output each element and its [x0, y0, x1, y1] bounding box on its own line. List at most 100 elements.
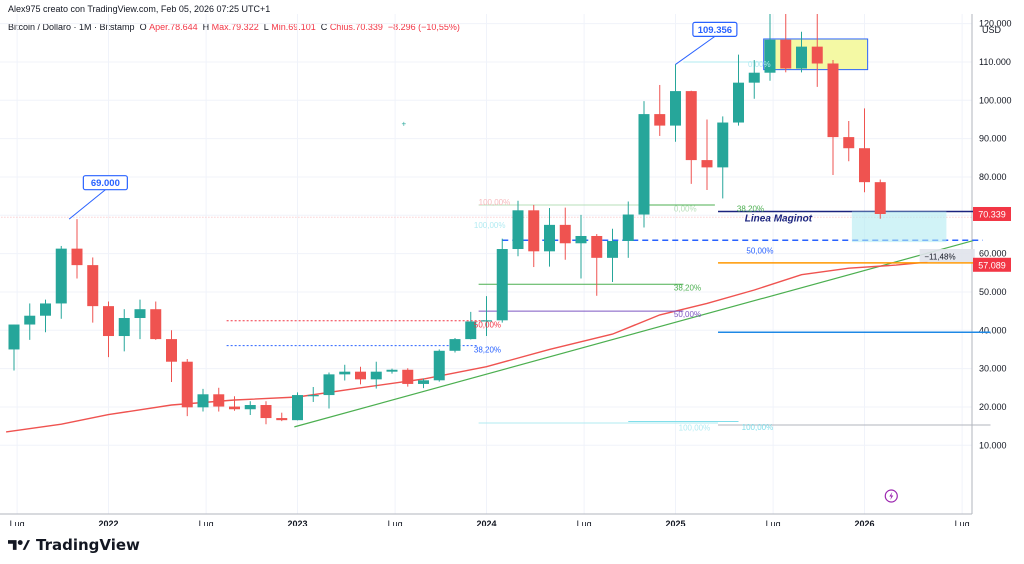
candle-body: [607, 240, 618, 258]
candle-body: [685, 91, 697, 161]
y-tick-label: 100.000: [979, 95, 1012, 105]
fib-label: 100,00%: [679, 423, 711, 432]
candle-body: [638, 114, 650, 215]
candle-body: [150, 309, 162, 340]
candle-body: [717, 122, 729, 168]
fib-label: 50,00%: [746, 247, 773, 256]
candle-body: [418, 380, 429, 384]
fib-label: 100,00%: [742, 423, 774, 432]
candle-body: [307, 395, 319, 397]
drop-percent-label: −11,48%: [924, 252, 955, 261]
candle-body: [701, 160, 713, 168]
y-tick-label: 50.000: [979, 287, 1007, 297]
fib-label: 0,00%: [674, 204, 697, 213]
candle-body: [575, 235, 587, 244]
candle-body: [433, 350, 445, 381]
trendline: [294, 239, 975, 428]
candle-body: [859, 148, 870, 183]
candle-body: [71, 248, 83, 266]
candle-body: [166, 339, 177, 362]
callout-label: 109.356: [698, 25, 732, 36]
maginot-label: Linea Maginot: [745, 213, 813, 224]
candle-body: [670, 91, 681, 126]
fib-label: 100,00%: [474, 221, 506, 230]
candle-body: [181, 361, 193, 408]
candle-body: [55, 248, 67, 304]
symbol-name[interactable]: Bitcoin / Dollaro · 1M · Bitstamp: [8, 22, 135, 32]
candle-body: [622, 214, 634, 241]
fib-label: 38,20%: [474, 345, 501, 354]
candle-body: [827, 63, 839, 138]
candle-body: [402, 369, 414, 384]
x-tick-label: 2023: [287, 519, 307, 526]
candle-body: [370, 371, 382, 380]
current-price-tag-bg: [973, 206, 1011, 221]
candle-body: [386, 369, 398, 372]
x-tick-label: 2024: [476, 519, 496, 526]
open-value: Aper.78.644: [149, 22, 198, 32]
fib-label: 0,00%: [748, 60, 771, 69]
drop-measure-box: [919, 249, 975, 263]
candle-body: [8, 324, 20, 350]
y-tick-label: 20.000: [979, 402, 1007, 412]
x-tick-label: Lug: [577, 519, 592, 526]
moving-average-line: [6, 261, 928, 433]
y-tick-label: 10.000: [979, 440, 1007, 450]
candle-body: [197, 394, 209, 408]
candle-body: [213, 394, 225, 407]
x-tick-label: 2025: [665, 519, 685, 526]
callout-pointer: [68, 189, 106, 220]
low-label: L: [263, 22, 269, 32]
tradingview-logo-icon: [8, 540, 30, 550]
low-value: Min.69.101: [271, 22, 316, 32]
candle-body: [40, 303, 51, 316]
candle-body: [764, 39, 776, 73]
y-tick-label: 110.000: [979, 57, 1011, 67]
y-tick-label: 60.000: [979, 249, 1007, 259]
candle-body: [811, 46, 823, 64]
lightning-icon: [884, 489, 898, 503]
candle-body: [528, 210, 540, 252]
candle-body: [559, 224, 571, 244]
y-tick-label: 30.000: [979, 364, 1007, 374]
candle-body: [654, 114, 666, 126]
candle-body: [796, 46, 807, 69]
x-tick-label: Lug: [199, 519, 214, 526]
x-tick-label: Lug: [388, 519, 403, 526]
candle-body: [229, 406, 240, 410]
fib-label: 38,20%: [674, 284, 701, 293]
candle-body: [496, 249, 508, 321]
chart-attribution: Alex975 creato con TradingView.com, Feb …: [8, 4, 271, 14]
high-value: Max.79.322: [211, 22, 259, 32]
fib-label: 50,00%: [674, 310, 701, 319]
candle-body: [323, 374, 335, 396]
candle-body: [780, 39, 792, 69]
candle-body: [87, 265, 99, 307]
candle-body: [843, 137, 855, 149]
candle-body: [733, 82, 744, 123]
close-label: C: [320, 22, 328, 32]
support-price-tag: 57.089: [978, 260, 1006, 270]
fib-label: 38,20%: [737, 204, 764, 213]
lightning-bolt: [889, 492, 894, 500]
candle-body: [874, 182, 886, 214]
x-tick-label: 2026: [854, 519, 874, 526]
y-axis-unit-label: USD: [982, 25, 1002, 35]
callout-box: [82, 175, 128, 191]
callout-label: 69.000: [91, 178, 120, 189]
candle-body: [748, 72, 760, 83]
tiny-marker: +: [401, 119, 406, 128]
tradingview-footer: TradingView: [8, 536, 140, 554]
price-chart[interactable]: USD 10.000 20.000 30.000 40.000 50.000 60.000 7…: [0, 14, 1024, 526]
candle-body: [465, 321, 477, 340]
callout-pointer: [675, 35, 716, 65]
x-tick-label: 2022: [98, 519, 118, 526]
candle-body: [449, 339, 461, 351]
x-tick-label: Lug: [766, 519, 781, 526]
fib-label: 100,00%: [479, 198, 511, 207]
y-tick-label: 90.000: [979, 134, 1007, 144]
open-label: O: [139, 22, 147, 32]
close-value: Chius.70.339: [329, 22, 383, 32]
candle-body: [118, 318, 130, 337]
candle-body: [544, 224, 555, 252]
